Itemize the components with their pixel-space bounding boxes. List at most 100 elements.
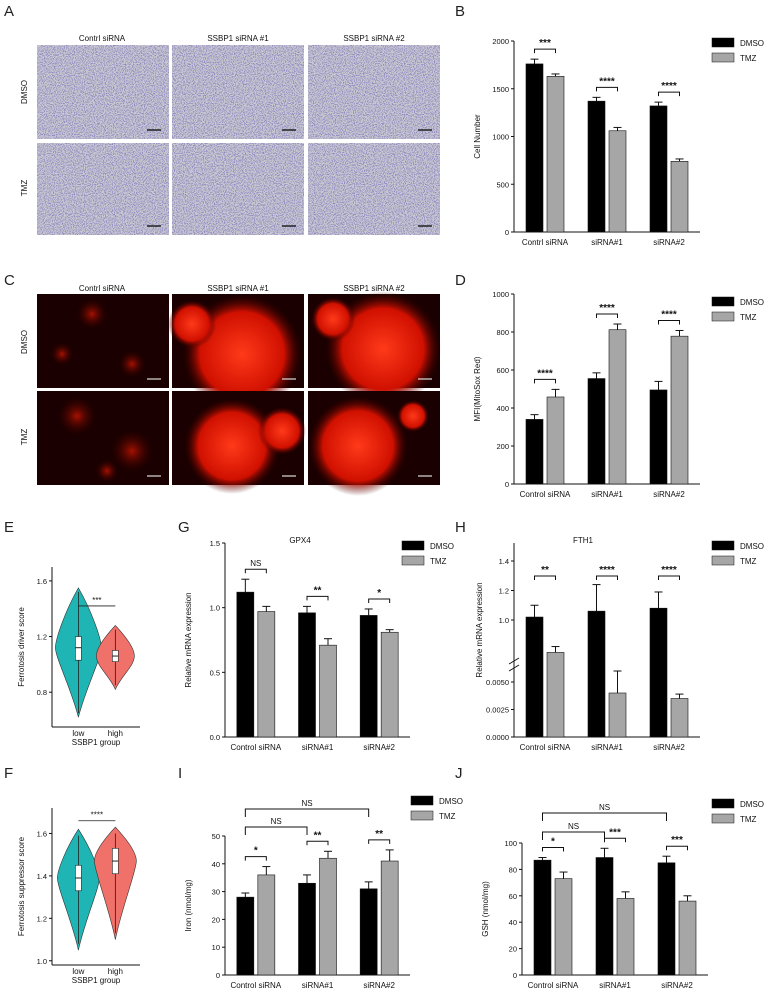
axis-break-h [508,657,520,672]
y-tick-label-g-1: 0.0 [210,733,220,742]
sig-label-i-3: ** [375,829,383,840]
bar-h-1-tmz [546,652,565,738]
sig-bracket-j-1 [542,847,564,852]
bar-d-2-tmz [608,329,627,485]
legend-label-i-1: DMSO [439,797,463,806]
y-tick-label-g-3: 1.0 [210,604,220,613]
bar-i-1-tmz [257,874,276,976]
sig-bracket-b-3 [658,91,680,97]
panel-letter-d: D [455,272,466,289]
x-tick-label-i-3: siRNA#2 [363,981,395,990]
bar-h-1-dmso [525,616,544,738]
fluor-cell-c-2-1-1 [57,396,97,436]
sig-bracket-j-2 [604,837,626,843]
x-tick-label-b-3: siRNA#2 [653,238,685,247]
y-axis-label-h: Relative mRNA expression [475,582,484,677]
sig-label-g-3: * [377,588,381,599]
panel-letter-g: G [178,519,190,536]
bar-g-1-tmz [257,611,276,738]
bar-i-3-dmso [359,888,378,976]
boxplot-e-low [75,636,82,661]
sig-bracket-h-1 [534,575,556,580]
sig-bracket-d-1 [534,378,556,384]
sig-bracket-i-3 [368,839,391,844]
legend-swatch-b-2 [711,52,735,63]
legend-swatch-g-1 [401,540,425,551]
bar-g-2-tmz [319,644,337,738]
sig-label-h-3: **** [661,565,677,576]
bar-d-3-tmz [670,335,689,485]
sig-label-j-3: *** [671,835,683,846]
y-tick-label-h-hi-3: 1.4 [499,557,509,566]
bar-j-2-dmso [595,857,614,976]
sig-label-d-3: **** [661,309,677,320]
y-axis-label-g: Relative mRNA expression [184,592,193,687]
x-tick-label-g-2: siRNA#1 [302,743,334,752]
sig-bracket-g-2 [306,595,329,601]
y-tick-label-b-2: 500 [496,180,509,189]
sig-label-h-1: ** [541,565,549,576]
y-tick-label-h-lo-1: 0.0000 [486,733,509,742]
fluor-cell-c-2-2-2 [258,407,306,455]
bar-h-2-dmso [587,610,606,738]
bar-d-2-dmso [587,378,606,485]
x-axis-label-f: SSBP1 group [72,976,121,985]
micrograph-grid-a: Contrl siRNA SSBP1 siRNA #1 SSBP1 siRNA … [20,34,440,235]
x-tick-label-b-1: Contrl siRNA [522,238,569,247]
x-tick-label-e-1: low [72,729,84,738]
bar-j-1-tmz [554,878,573,976]
y-tick-label-b-1: 0 [505,228,509,237]
bar-g-3-tmz [380,631,399,738]
y-tick-label-f-3: 1.4 [37,872,47,881]
y-tick-label-e-2: 1.2 [37,633,47,642]
legend-swatch-b-1 [711,37,735,48]
bar-j-2-tmz [616,898,635,976]
y-tick-label-i-4: 30 [212,888,220,897]
across-bracket-i-1 [244,826,308,835]
legend-label-d-1: DMSO [740,298,764,307]
sig-label-j-2: *** [609,827,621,838]
sig-label-i-2: ** [314,830,322,841]
y-tick-label-d-6: 1000 [492,290,509,299]
cell-texture-a-2-2 [172,143,304,235]
sig-bracket-i-2 [306,840,329,846]
y-axis-label-f: Ferrotosis suppressor score [17,836,26,936]
panel-letter-f: F [4,765,13,782]
y-tick-label-d-2: 200 [496,442,509,451]
legend-label-j-2: TMZ [740,815,757,824]
y-axis-label-j: GSH (nmol/mg) [481,881,490,937]
x-tick-label-d-3: siRNA#2 [653,490,685,499]
sig-bracket-j-3 [666,845,688,851]
y-tick-label-h-hi-2: 1.2 [499,587,509,596]
y-axis-label-i: Iron (nmol/mg) [184,879,193,931]
y-axis-label-b: Cell Number [473,114,482,159]
x-tick-label-h-1: Control siRNA [520,743,571,752]
bar-b-3-tmz [670,161,689,233]
bar-b-2-tmz [608,130,627,233]
across-bracket-j-1 [542,831,605,840]
fluor-cell-c-1-1-1 [76,298,108,330]
sig-label-e: *** [92,596,101,605]
y-tick-label-h-lo-3: 0.0050 [486,678,509,687]
x-tick-label-j-2: siRNA#1 [599,981,631,990]
panel-letter-e: E [4,519,14,536]
across-label-i-2: NS [301,799,312,808]
bar-j-3-dmso [657,862,676,976]
bar-h-2-tmz [608,692,627,738]
x-tick-label-g-1: Control siRNA [230,743,281,752]
col-label-c-3: SSBP1 siRNA #2 [343,284,405,293]
legend-swatch-i-2 [410,810,434,821]
legend-label-d-2: TMZ [740,313,757,322]
panel-letter-c: C [4,272,15,289]
bar-j-1-dmso [533,859,552,976]
legend-label-j-1: DMSO [740,800,764,809]
sig-bracket-b-2 [596,86,618,92]
y-tick-label-h-hi-1: 1.0 [499,616,509,625]
y-tick-label-j-3: 40 [509,918,517,927]
y-tick-label-e-3: 1.6 [37,577,47,586]
fluor-cell-c-1-1-3 [118,350,146,378]
sig-bracket-d-2 [596,313,618,319]
bar-b-1-tmz [546,76,565,233]
legend-swatch-h-2 [711,555,735,566]
sig-label-f: **** [91,811,103,820]
